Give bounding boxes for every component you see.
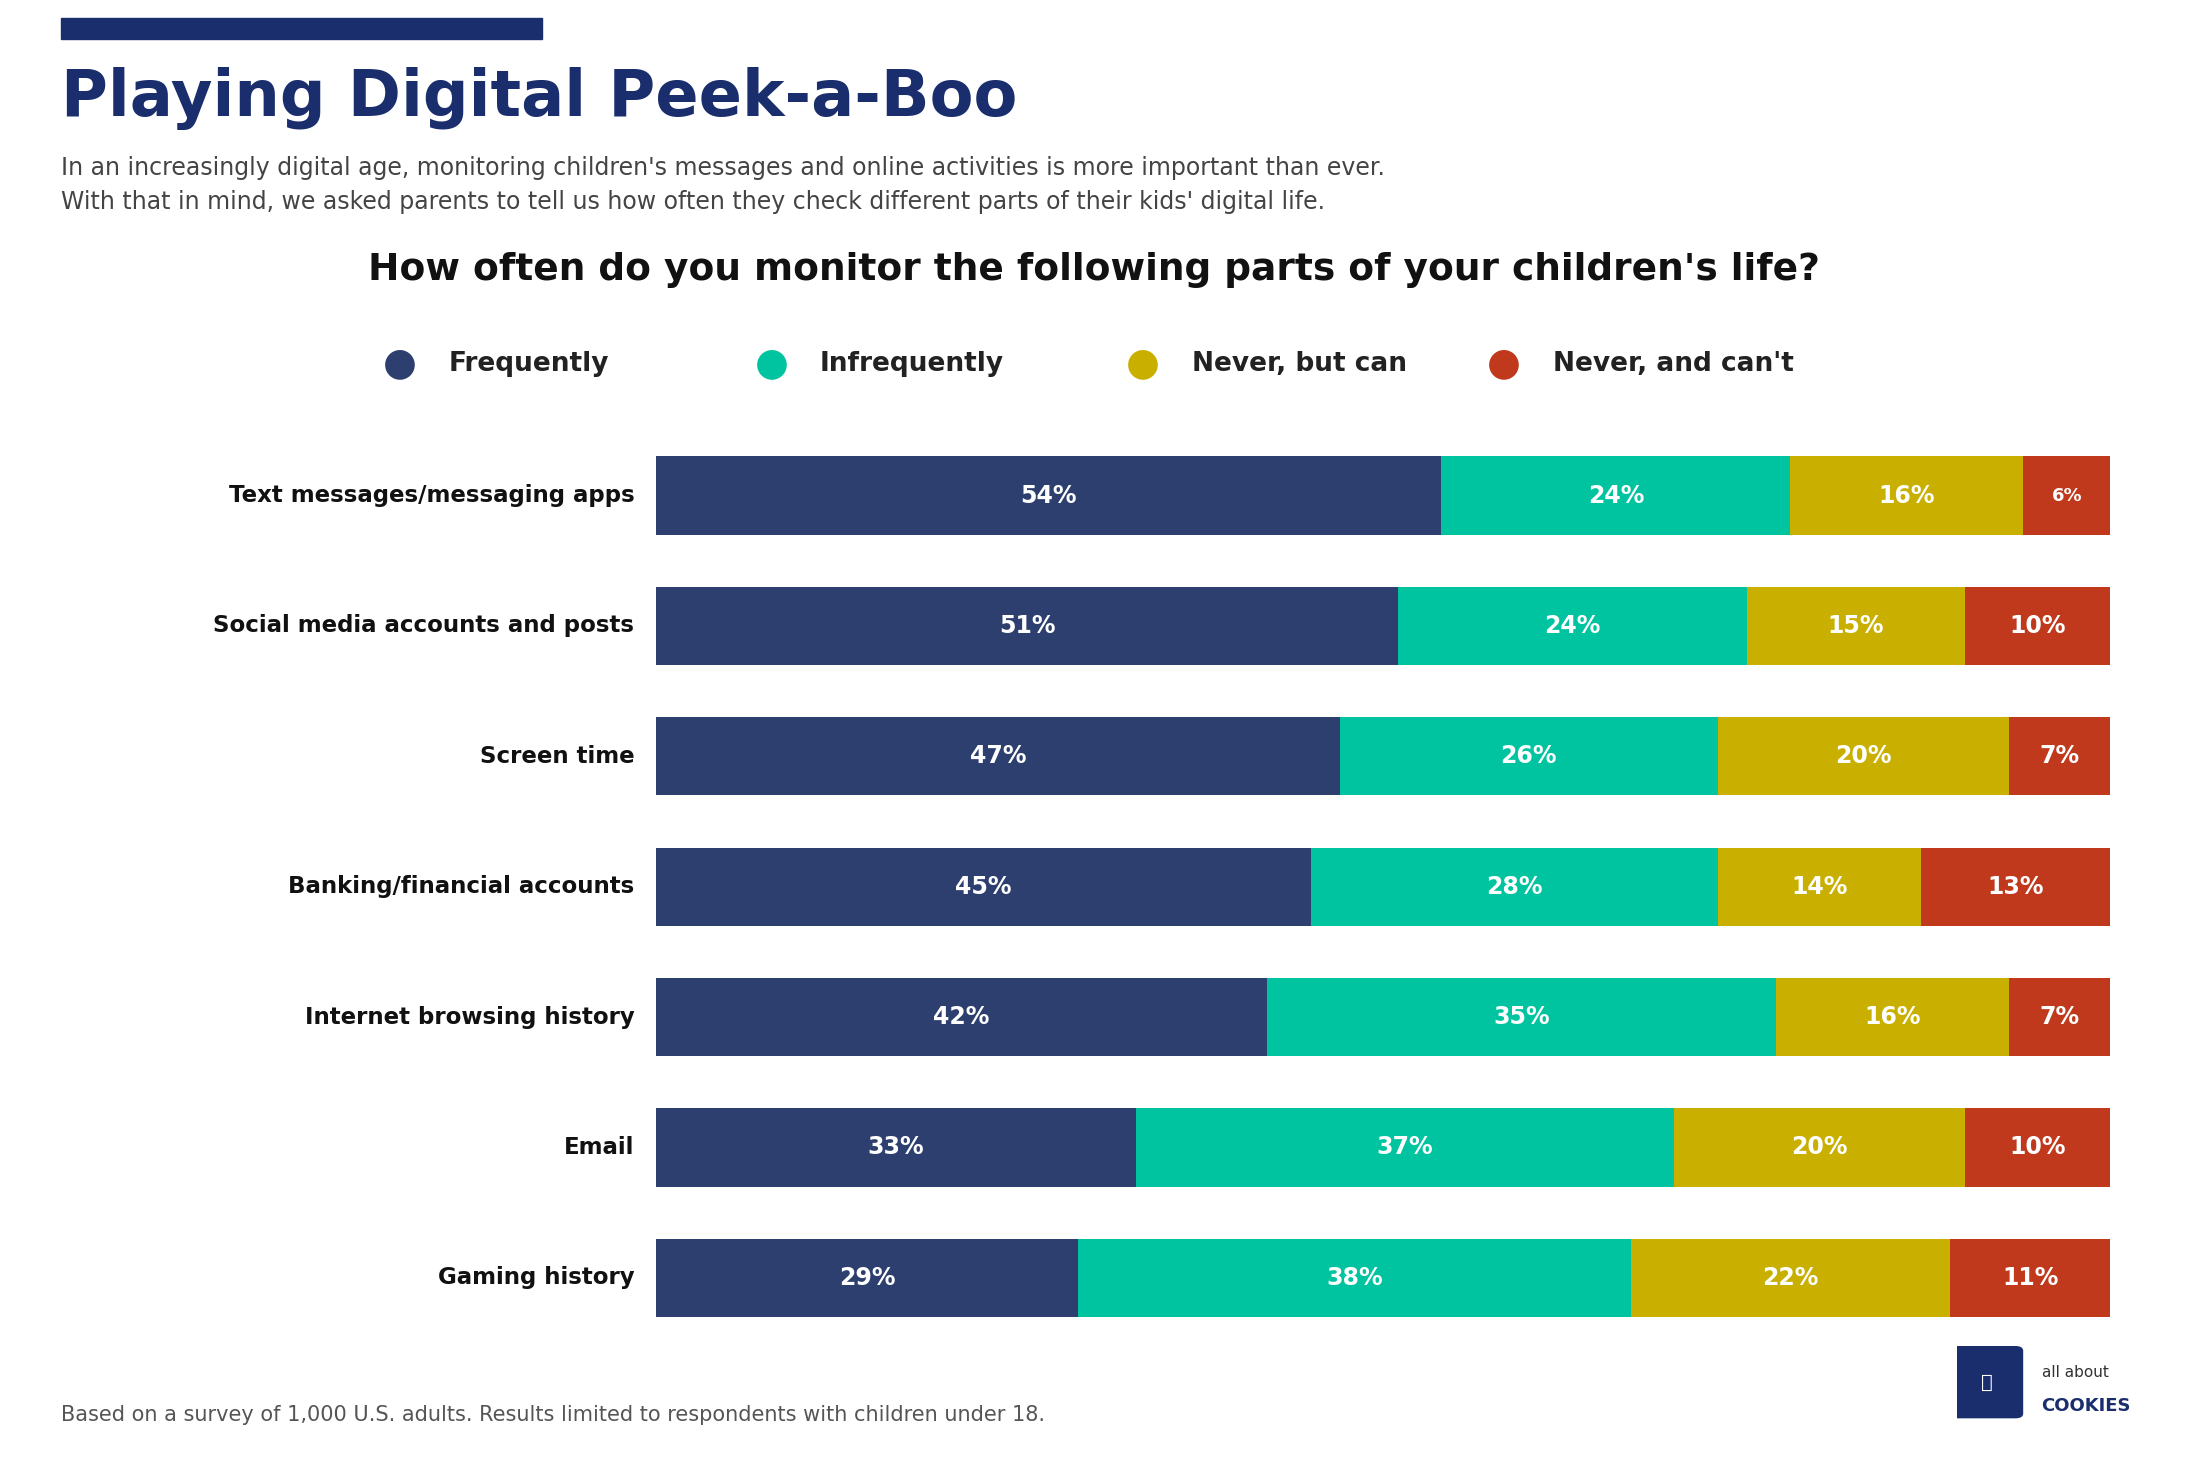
Text: Playing Digital Peek-a-Boo: Playing Digital Peek-a-Boo — [61, 67, 1017, 129]
Bar — [1078, 1239, 1632, 1316]
Text: 10%: 10% — [2010, 1135, 2067, 1159]
Text: Based on a survey of 1,000 U.S. adults. Results limited to respondents with chil: Based on a survey of 1,000 U.S. adults. … — [61, 1405, 1045, 1425]
Bar — [2008, 717, 2110, 795]
Bar — [1632, 1239, 1951, 1316]
Text: ●: ● — [1487, 344, 1520, 383]
Bar — [1951, 1239, 2110, 1316]
Text: 16%: 16% — [1879, 484, 1935, 508]
Text: Social media accounts and posts: Social media accounts and posts — [214, 614, 634, 638]
Text: Gaming history: Gaming history — [437, 1266, 634, 1290]
Text: 33%: 33% — [868, 1135, 925, 1159]
Text: 6%: 6% — [2051, 487, 2082, 505]
Text: 54%: 54% — [1021, 484, 1076, 508]
Bar — [1266, 978, 1776, 1057]
Bar — [1397, 586, 1747, 665]
Bar — [1791, 457, 2023, 534]
Bar — [656, 847, 1310, 926]
Text: 24%: 24% — [1588, 484, 1645, 508]
Text: 29%: 29% — [840, 1266, 894, 1290]
Text: Never, but can: Never, but can — [1192, 350, 1406, 377]
Text: 10%: 10% — [2010, 614, 2067, 638]
Bar — [1717, 717, 2008, 795]
Text: 16%: 16% — [1863, 1005, 1920, 1028]
Text: 51%: 51% — [999, 614, 1054, 638]
Text: COOKIES: COOKIES — [2043, 1396, 2130, 1414]
Text: In an increasingly digital age, monitoring children's messages and online activi: In an increasingly digital age, monitori… — [61, 156, 1384, 214]
Bar — [656, 586, 1397, 665]
Text: 38%: 38% — [1325, 1266, 1382, 1290]
Text: Banking/financial accounts: Banking/financial accounts — [289, 876, 634, 898]
Bar — [1441, 457, 1791, 534]
Bar — [1341, 717, 1717, 795]
Bar — [2023, 457, 2110, 534]
Text: ●: ● — [755, 344, 787, 383]
Text: ●: ● — [383, 344, 416, 383]
Text: 7%: 7% — [2040, 1005, 2080, 1028]
Text: 7%: 7% — [2040, 745, 2080, 769]
Bar — [656, 1239, 1078, 1316]
Text: Never, and can't: Never, and can't — [1553, 350, 1793, 377]
Text: 13%: 13% — [1988, 874, 2045, 899]
Bar — [656, 978, 1266, 1057]
Bar — [656, 717, 1341, 795]
Text: 20%: 20% — [1835, 745, 1892, 769]
Bar — [1966, 1109, 2110, 1187]
Bar — [2008, 978, 2110, 1057]
Bar — [1675, 1109, 1966, 1187]
Text: Text messages/messaging apps: Text messages/messaging apps — [227, 484, 634, 508]
Bar — [1135, 1109, 1675, 1187]
Text: 37%: 37% — [1378, 1135, 1432, 1159]
Text: 47%: 47% — [969, 745, 1026, 769]
Text: How often do you monitor the following parts of your children's life?: How often do you monitor the following p… — [367, 252, 1820, 288]
Text: 35%: 35% — [1494, 1005, 1551, 1028]
Bar — [1747, 586, 1966, 665]
Bar — [1922, 847, 2110, 926]
Text: 24%: 24% — [1544, 614, 1601, 638]
Text: 11%: 11% — [2003, 1266, 2058, 1290]
Text: all about: all about — [2043, 1365, 2108, 1380]
Text: 28%: 28% — [1485, 874, 1542, 899]
Text: Screen time: Screen time — [479, 745, 634, 767]
Text: ●: ● — [1126, 344, 1159, 383]
Bar — [1717, 847, 1922, 926]
Text: Email: Email — [564, 1135, 634, 1159]
Text: 26%: 26% — [1500, 745, 1557, 769]
Text: 15%: 15% — [1828, 614, 1885, 638]
FancyBboxPatch shape — [1951, 1346, 2023, 1419]
Bar — [656, 1109, 1135, 1187]
Text: 20%: 20% — [1791, 1135, 1848, 1159]
Bar — [1310, 847, 1717, 926]
Text: Frequently: Frequently — [448, 350, 608, 377]
Bar — [656, 457, 1441, 534]
Text: Infrequently: Infrequently — [820, 350, 1004, 377]
Text: 42%: 42% — [934, 1005, 991, 1028]
Bar — [1966, 586, 2110, 665]
Text: Internet browsing history: Internet browsing history — [304, 1006, 634, 1028]
Text: 45%: 45% — [956, 874, 1013, 899]
Bar — [1776, 978, 2008, 1057]
Text: 22%: 22% — [1763, 1266, 1820, 1290]
Text: 14%: 14% — [1791, 874, 1848, 899]
Text: 🛡: 🛡 — [1981, 1373, 1992, 1392]
